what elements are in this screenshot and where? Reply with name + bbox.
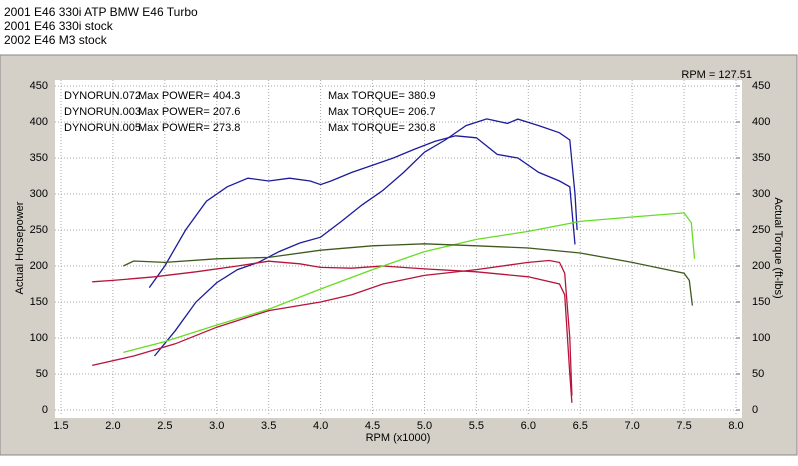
x-tick-label: 4.0 xyxy=(313,420,328,432)
x-tick-label: 4.5 xyxy=(365,420,380,432)
legend-max-power: Max POWER= 404.3 xyxy=(138,90,240,102)
legend-name: DYNORUN.005 xyxy=(64,122,141,134)
legend-max-torque: Max TORQUE= 206.7 xyxy=(328,106,436,118)
y-tick-label: 200 xyxy=(30,260,48,272)
y2-tick-label: 350 xyxy=(752,152,770,164)
x-tick-label: 2.0 xyxy=(105,420,120,432)
x-tick-label: 8.0 xyxy=(728,420,743,432)
series-line xyxy=(123,243,694,306)
y-tick-label: 350 xyxy=(30,152,48,164)
x-tick-label: 6.0 xyxy=(521,420,536,432)
y2-tick-label: 100 xyxy=(752,332,770,344)
x-tick-label: 1.5 xyxy=(53,420,68,432)
title-line: 2002 E46 M3 stock xyxy=(4,33,108,47)
x-axis-label: RPM (x1000) xyxy=(366,432,431,444)
y-tick-label: 50 xyxy=(36,368,48,380)
series-line xyxy=(92,259,573,396)
legend-name: DYNORUN.003 xyxy=(64,106,141,118)
y2-tick-label: 400 xyxy=(752,116,770,128)
y2-tick-label: 150 xyxy=(752,296,770,308)
x-tick-label: 6.5 xyxy=(573,420,588,432)
title-line: 2001 E46 330i stock xyxy=(4,19,114,33)
legend-max-torque: Max TORQUE= 380.9 xyxy=(328,90,436,102)
y-tick-label: 400 xyxy=(30,116,48,128)
series-line xyxy=(92,260,573,403)
series-line xyxy=(123,212,696,354)
y2-tick-label: 50 xyxy=(752,368,764,380)
x-tick-label: 5.0 xyxy=(417,420,432,432)
legend-max-power: Max POWER= 273.8 xyxy=(138,122,240,134)
legend-name: DYNORUN.072 xyxy=(64,90,141,102)
x-tick-label: 2.5 xyxy=(157,420,172,432)
y2-tick-label: 250 xyxy=(752,224,770,236)
y-tick-label: 250 xyxy=(30,224,48,236)
y2-tick-label: 200 xyxy=(752,260,770,272)
y-axis-label: Actual Horsepower xyxy=(14,201,26,294)
x-tick-label: 5.5 xyxy=(469,420,484,432)
x-tick-label: 7.5 xyxy=(676,420,691,432)
legend-max-power: Max POWER= 207.6 xyxy=(138,106,240,118)
y-tick-label: 0 xyxy=(42,404,48,416)
y2-axis-label: Actual Torque (ft-lbs) xyxy=(772,197,784,298)
x-tick-label: 3.5 xyxy=(261,420,276,432)
plot-area xyxy=(55,80,742,418)
series-line xyxy=(148,135,576,288)
y-tick-label: 100 xyxy=(30,332,48,344)
legend-max-torque: Max TORQUE= 230.8 xyxy=(328,122,436,134)
x-tick-label: 3.0 xyxy=(209,420,224,432)
y-tick-label: 300 xyxy=(30,188,48,200)
series-line xyxy=(153,118,578,357)
y2-tick-label: 300 xyxy=(752,188,770,200)
rpm-readout: RPM = 127.51 xyxy=(681,69,752,81)
y-tick-label: 150 xyxy=(30,296,48,308)
y2-tick-label: 450 xyxy=(752,80,770,92)
y2-tick-label: 0 xyxy=(752,404,758,416)
x-tick-label: 7.0 xyxy=(625,420,640,432)
y-tick-label: 450 xyxy=(30,80,48,92)
title-line: 2001 E46 330i ATP BMW E46 Turbo xyxy=(4,5,198,19)
